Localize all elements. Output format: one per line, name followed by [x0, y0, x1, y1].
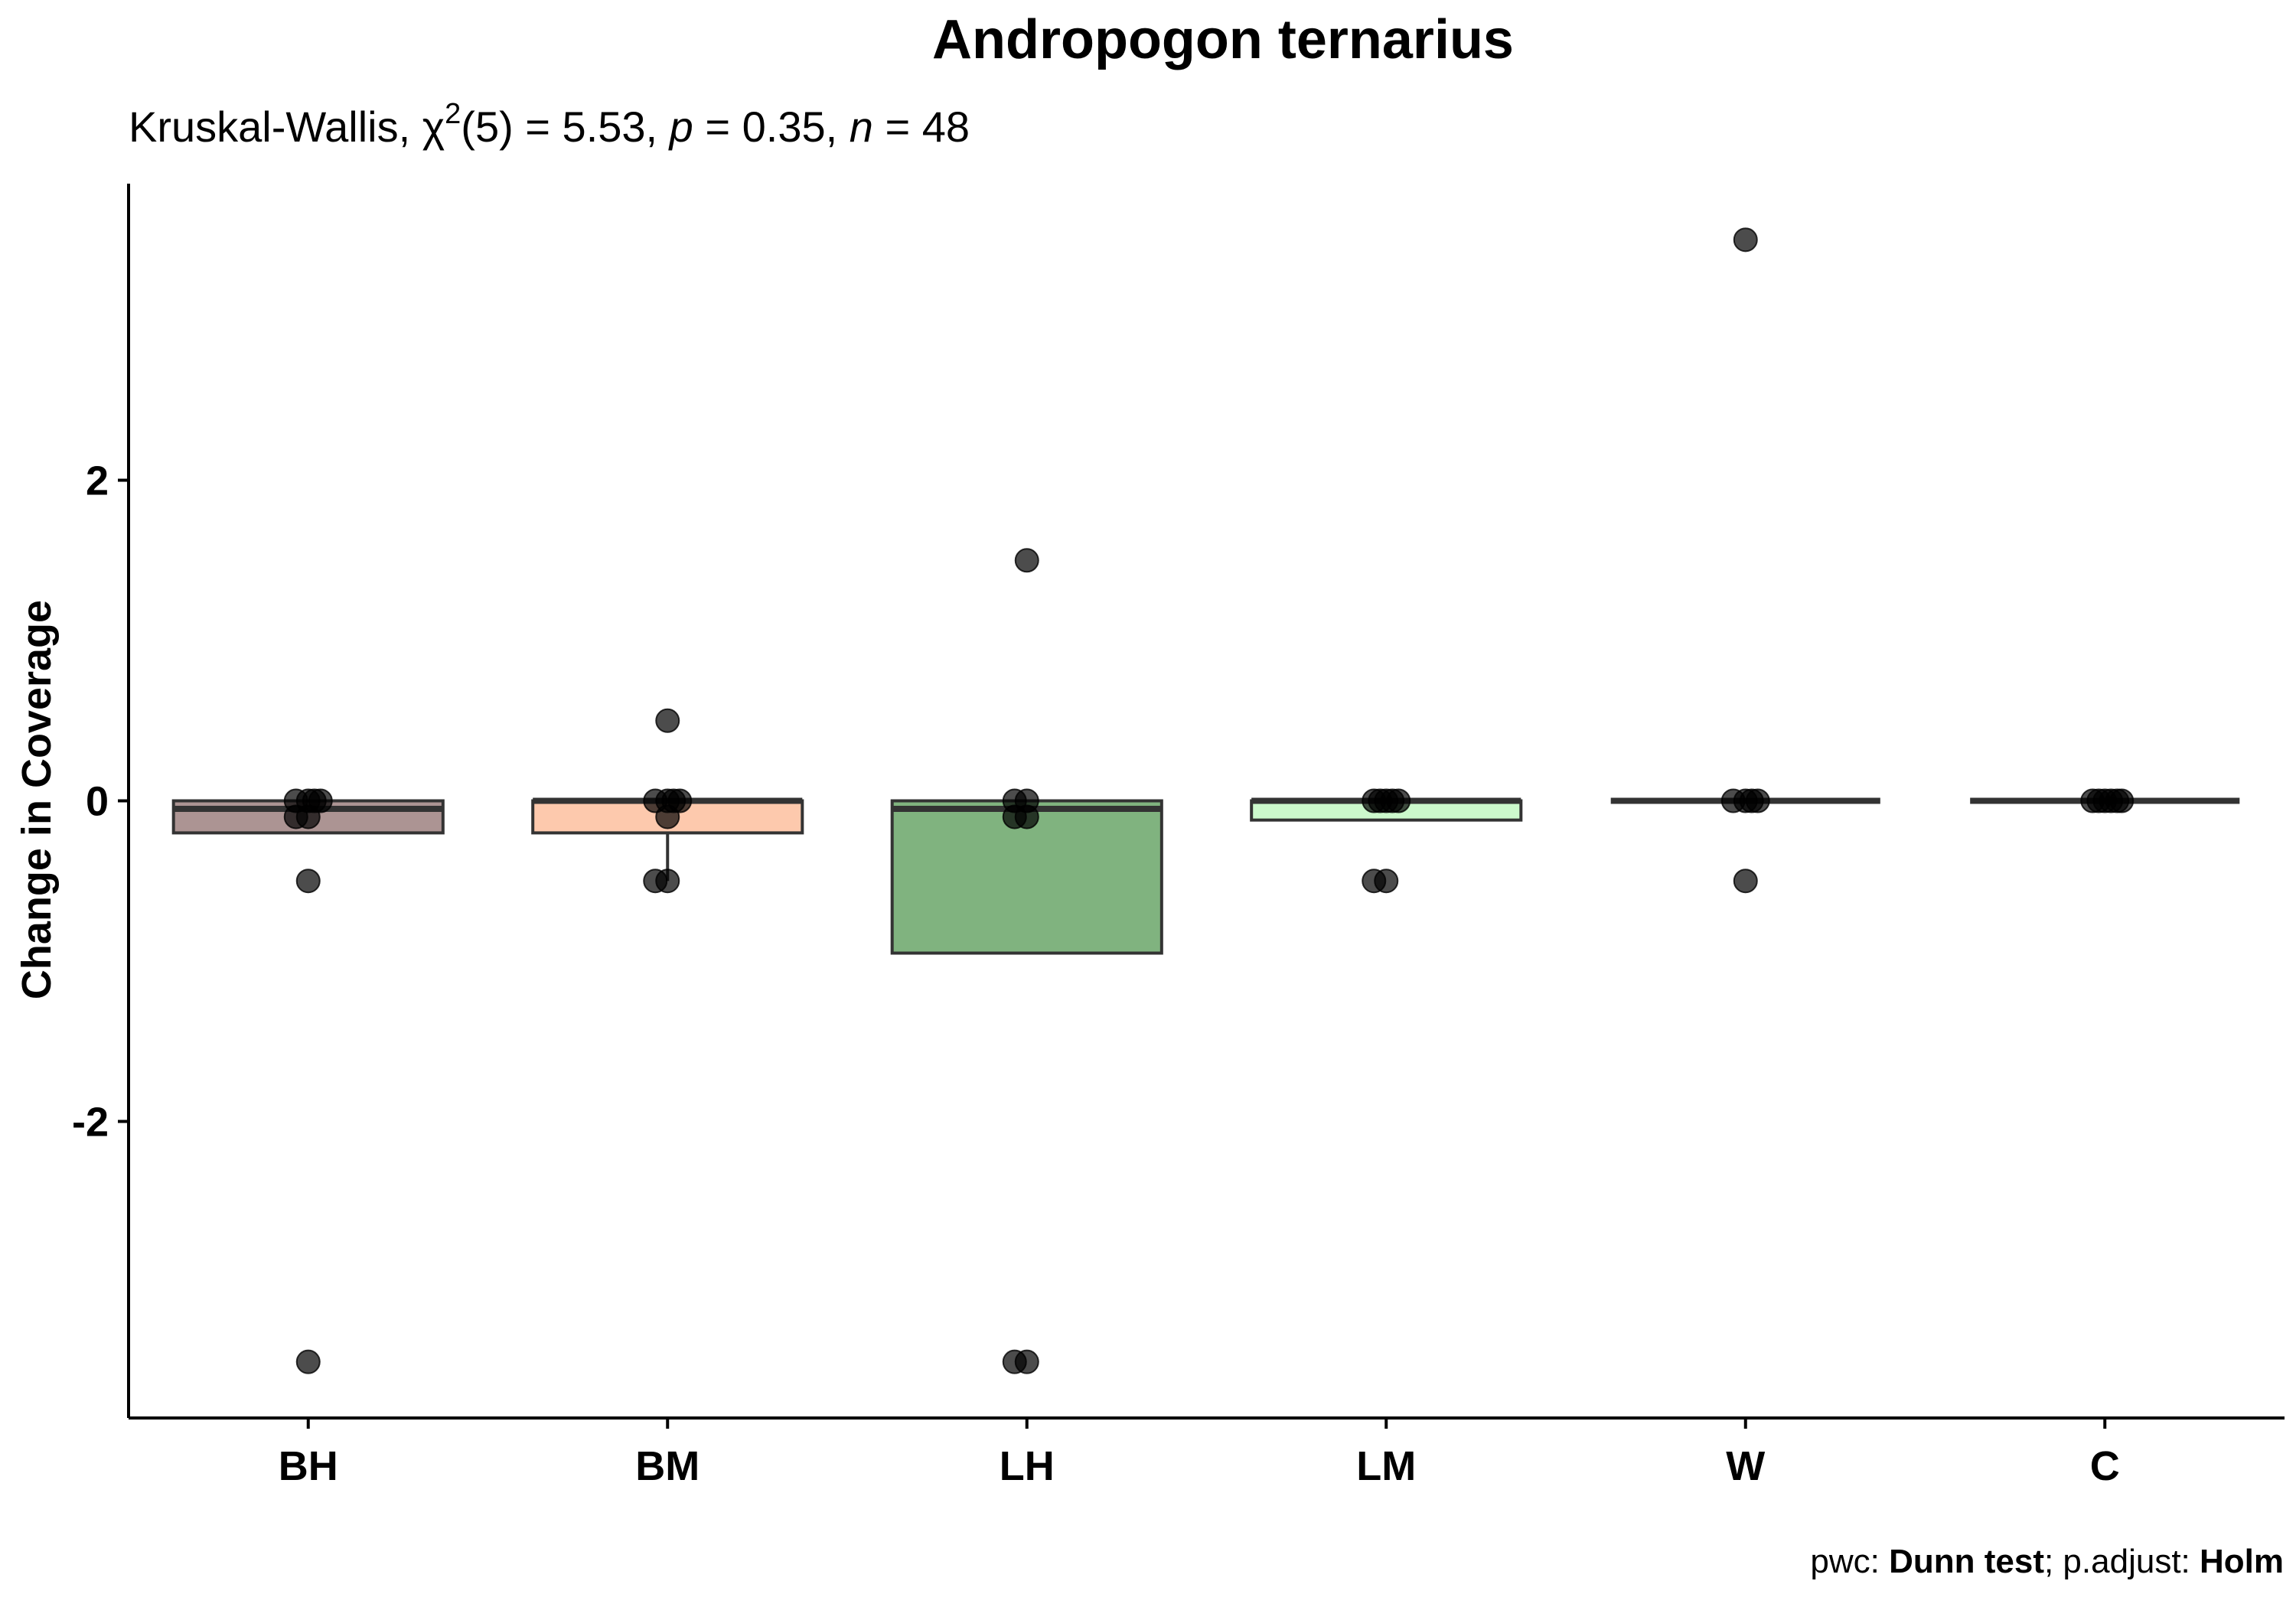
- x-tick-label-w: W: [1726, 1443, 1765, 1489]
- data-point: [1362, 869, 1387, 894]
- data-point: [1002, 1349, 1027, 1374]
- data-point: [643, 869, 668, 894]
- y-tick-label: 2: [86, 458, 109, 504]
- data-point: [1733, 869, 1758, 894]
- chart-caption: pwc: Dunn test; p.adjust: Holm: [1810, 1543, 2284, 1580]
- subtitle-n-value: = 48: [873, 103, 970, 151]
- caption-pwc-label: pwc:: [1810, 1543, 1889, 1580]
- subtitle-prefix: Kruskal-Wallis,: [129, 103, 422, 151]
- caption-adjust-value: Holm: [2200, 1543, 2284, 1580]
- box-bm: [531, 708, 804, 894]
- box-bh: [171, 788, 445, 1374]
- subtitle-df: (5) = 5.53,: [461, 103, 669, 151]
- y-tick-label: -2: [72, 1099, 109, 1145]
- subtitle-p-symbol: p: [668, 103, 693, 151]
- data-point: [2086, 788, 2112, 813]
- subtitle-p-value: = 0.35,: [693, 103, 850, 151]
- data-point: [1002, 804, 1027, 830]
- subtitle-sup: 2: [445, 98, 461, 130]
- y-axis: -2 0 2: [72, 184, 130, 1418]
- data-point: [1014, 548, 1039, 573]
- data-point: [283, 804, 308, 830]
- subtitle-chi: χ: [422, 103, 445, 151]
- x-tick-label-c: C: [2090, 1443, 2120, 1489]
- box-w: [1610, 227, 1880, 894]
- x-tick-label-lh: LH: [1000, 1443, 1055, 1489]
- y-axis-title: Change in Coverage: [14, 600, 60, 999]
- x-tick-label-lm: LM: [1356, 1443, 1416, 1489]
- data-point: [1739, 788, 1764, 813]
- box-lh: [890, 548, 1163, 1374]
- data-point: [655, 708, 680, 733]
- data-point: [2109, 788, 2135, 813]
- plot-area: [171, 227, 2240, 1374]
- x-axis: BH BM LH LM W C: [129, 1416, 2285, 1489]
- chart-title: Andropogon ternarius: [932, 9, 1514, 70]
- y-tick-label: 0: [86, 779, 109, 825]
- x-tick-label-bh: BH: [279, 1443, 338, 1489]
- chart-subtitle: Kruskal-Wallis, χ2(5) = 5.53, p = 0.35, …: [129, 98, 970, 151]
- data-point: [1368, 788, 1393, 813]
- x-tick-label-bm: BM: [635, 1443, 700, 1489]
- caption-sep: ; p.adjust:: [2044, 1543, 2200, 1580]
- box-c: [1970, 788, 2240, 813]
- data-point: [655, 804, 680, 830]
- data-point: [1733, 227, 1758, 253]
- subtitle-n-symbol: n: [850, 103, 873, 151]
- data-point: [295, 869, 321, 894]
- data-point: [295, 1349, 321, 1374]
- box-lm: [1250, 788, 1523, 894]
- caption-pwc-value: Dunn test: [1889, 1543, 2044, 1580]
